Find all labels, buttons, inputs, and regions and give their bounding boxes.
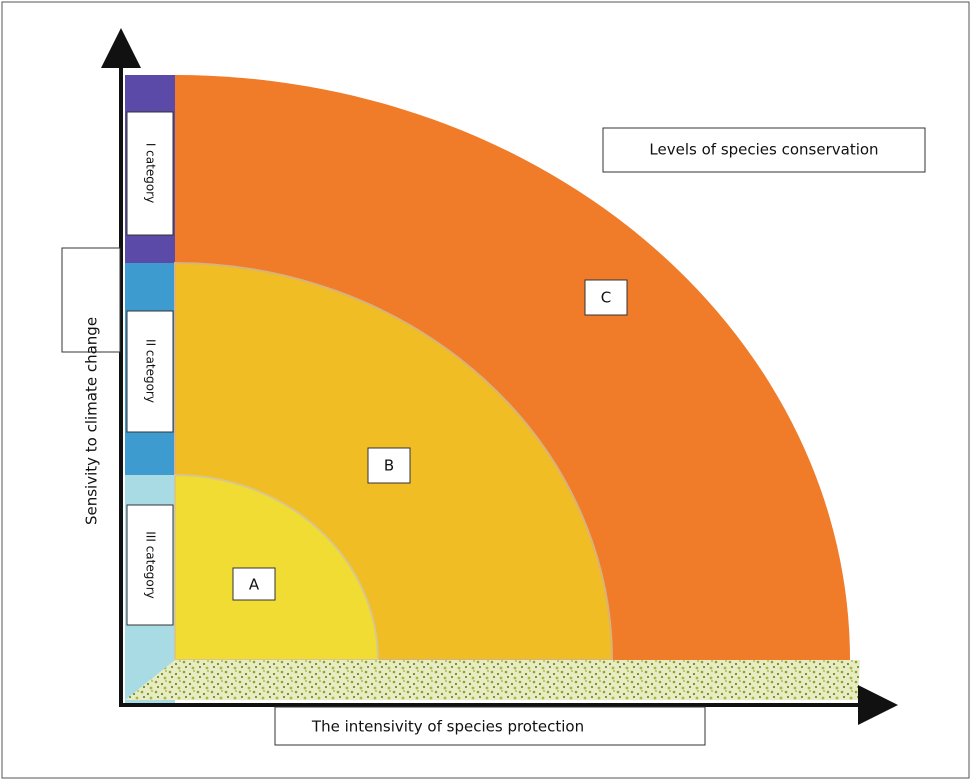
label-box <box>126 310 174 433</box>
category-label: III category <box>144 531 158 598</box>
label-box <box>232 567 276 601</box>
zone-label: B <box>384 457 394 475</box>
zone-label: A <box>249 576 260 594</box>
label-box <box>126 111 174 236</box>
category-label: I category <box>144 143 158 203</box>
label-box <box>602 127 926 173</box>
label-box <box>61 247 121 353</box>
zone-label: C <box>601 289 611 307</box>
y-axis-label: Sensivity to climate change <box>83 317 101 525</box>
base-strip <box>125 660 860 700</box>
title: Levels of species conservation <box>649 141 878 159</box>
category-label: II category <box>144 339 158 403</box>
x-axis-label: The intensivity of species protection <box>311 718 584 736</box>
label-box <box>367 447 411 484</box>
label-box <box>126 504 174 626</box>
label-box <box>274 706 706 746</box>
label-box <box>584 279 628 316</box>
zone-a <box>174 473 380 661</box>
